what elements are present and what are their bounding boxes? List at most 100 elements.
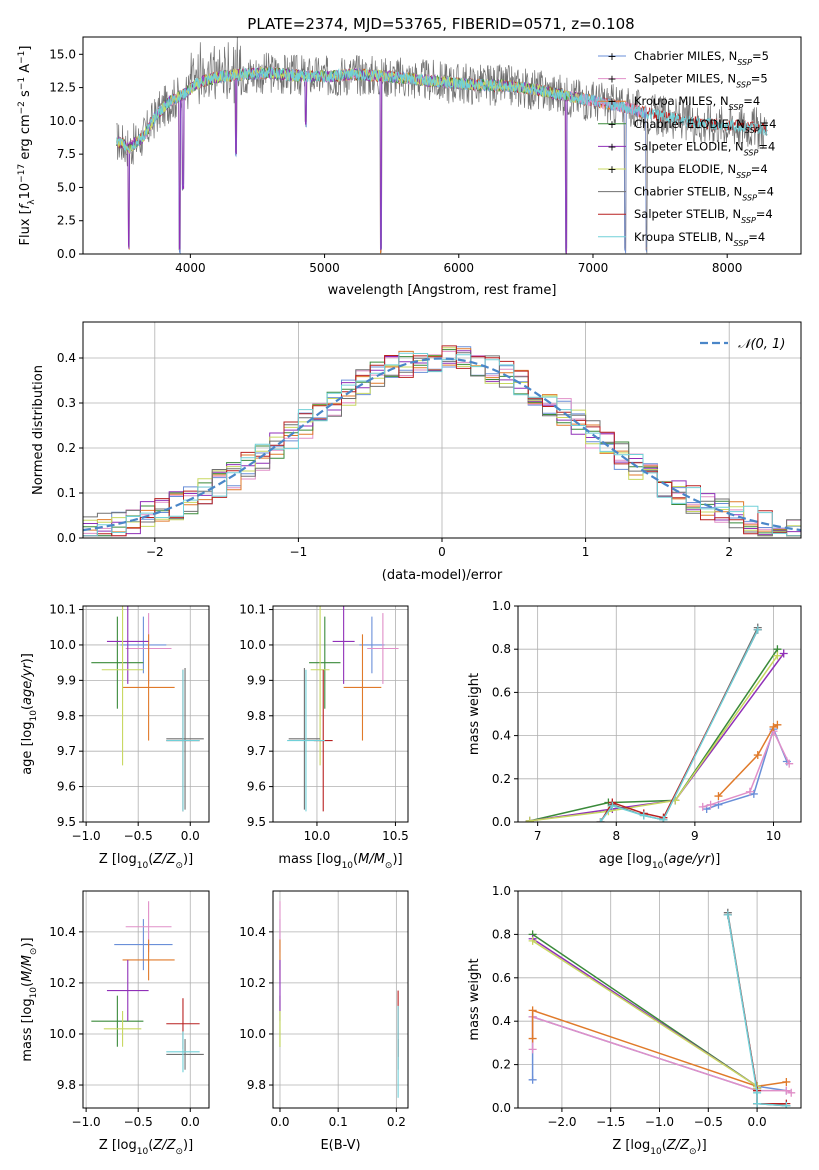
x-axis-label: (data-model)/error <box>382 568 503 583</box>
series-line <box>727 914 787 1107</box>
x-tick-label: 1 <box>582 545 590 559</box>
series-marker <box>745 787 754 796</box>
point-kroupa-miles <box>122 634 175 741</box>
y-tick-label: 0.8 <box>492 927 511 941</box>
series-marker <box>779 649 788 658</box>
plot-area <box>279 901 399 1098</box>
y-tick-label: 9.8 <box>247 709 266 723</box>
x-axis-label: Z [log10(Z/Z⊙)] <box>99 852 193 871</box>
series-marker <box>723 910 732 919</box>
series-kroupa-miles <box>714 720 782 801</box>
x-tick-label: −1.5 <box>596 1115 625 1129</box>
axes-frame <box>272 890 409 1109</box>
legend-entry-kroupa-miles: Kroupa MILES, NSSP=4 <box>634 94 760 112</box>
series-marker <box>782 1077 791 1086</box>
point-chabrier-miles <box>114 919 173 971</box>
series-kroupa-stelib <box>596 625 762 822</box>
point-chabrier-stelib <box>166 667 204 810</box>
panel-mass-weight-vs-age: 7 8 9 10 0.0 0.2 0.4 0.6 0.8 1.0 age [log10(age/yr… <box>467 599 802 871</box>
y-tick-label: 9.9 <box>57 673 76 687</box>
series-kroupa-elodie <box>525 651 782 822</box>
y-tick-label: 0.2 <box>492 772 511 786</box>
plot-area <box>91 901 204 1073</box>
x-tick-label: 0 <box>438 545 446 559</box>
y-tick-label: 0.0 <box>492 1101 511 1115</box>
axes-frame <box>517 605 802 823</box>
y-tick-label: 9.9 <box>247 673 266 687</box>
series-marker <box>528 1034 537 1043</box>
legend-entry-salpeter-miles: Salpeter MILES, NSSP=5 <box>634 72 768 90</box>
x-axis-label: age [log10(age/yr)] <box>599 852 721 871</box>
y-tick-label: 0.0 <box>57 247 76 261</box>
series-marker <box>782 1101 791 1108</box>
histogram-salpeter-stelib <box>83 345 801 537</box>
y-tick-label: 0.4 <box>57 351 76 365</box>
x-tick-label: 10.0 <box>304 829 331 843</box>
series-marker <box>659 815 668 822</box>
x-tick-label: 0.0 <box>748 1115 767 1129</box>
x-tick-label: −2.0 <box>547 1115 576 1129</box>
point-kroupa-stelib <box>166 1031 200 1073</box>
y-axis-label: mass weight <box>467 958 482 1040</box>
x-tick-label: 0.0 <box>270 1115 289 1129</box>
point-salpeter-elodie <box>106 959 149 1022</box>
y-tick-label: 9.5 <box>247 815 266 829</box>
series-line <box>529 648 779 822</box>
panel-mass-vs-ebv: 0.0 0.1 0.2 9.8 10.0 10.2 10.4 E(B-V) <box>239 890 409 1153</box>
legend-entry-salpeter-stelib: Salpeter STELIB, NSSP=4 <box>634 207 773 225</box>
y-tick-label: 0.6 <box>492 971 511 985</box>
point-chabrier-elodie <box>91 995 144 1047</box>
y-tick-label: 1.0 <box>492 599 511 613</box>
legend-entry-kroupa-elodie: Kroupa ELODIE, NSSP=4 <box>634 162 768 180</box>
series-marker <box>753 1099 762 1108</box>
y-tick-label: 9.7 <box>57 744 76 758</box>
x-tick-label: 7 <box>534 829 542 843</box>
series-marker <box>773 720 782 729</box>
point-salpeter-miles <box>367 613 399 684</box>
y-tick-label: 9.5 <box>57 815 76 829</box>
legend-marker: + <box>607 95 616 108</box>
x-tick-label: −1.0 <box>72 829 101 843</box>
point-kroupa-miles <box>122 939 175 981</box>
series-marker <box>706 800 715 809</box>
axes-frame <box>82 36 802 255</box>
y-tick-label: 0.4 <box>492 1014 511 1028</box>
series-marker <box>528 1075 537 1084</box>
series-marker <box>528 1006 537 1015</box>
plot-area <box>287 606 399 812</box>
x-tick-label: −1.0 <box>645 1115 674 1129</box>
panels-group: 4000 5000 6000 7000 80000.02.55.07.510.012.5… <box>17 36 802 1157</box>
panel-age-vs-z: −1.0 −0.5 0.0 9.5 9.6 9.7 9.8 9.9 10.0 10.1 Z [log… <box>20 603 210 871</box>
x-tick-label: 8000 <box>712 261 743 275</box>
y-tick-label: 10.0 <box>49 1027 76 1041</box>
y-tick-label: 10.1 <box>49 603 76 617</box>
y-axis-label: age [log10(age/yr)] <box>20 653 39 775</box>
x-tick-label: −2 <box>146 545 164 559</box>
y-tick-label: 0.0 <box>492 815 511 829</box>
series-kroupa-stelib <box>723 910 791 1108</box>
x-tick-label: 9 <box>691 829 699 843</box>
x-tick-label: −1.0 <box>72 1115 101 1129</box>
y-tick-label: 10.2 <box>239 976 266 990</box>
series-marker <box>753 1088 762 1097</box>
x-tick-label: −0.5 <box>124 1115 153 1129</box>
x-tick-label: 10 <box>766 829 781 843</box>
plot-area <box>116 37 768 254</box>
series-salpeter-miles <box>698 727 794 811</box>
gaussian-curve <box>83 357 801 532</box>
series-marker <box>782 1086 791 1095</box>
x-axis-label: mass [log10(M/M⊙)] <box>278 852 402 871</box>
y-tick-label: 10.4 <box>239 925 266 939</box>
y-tick-label: 10.4 <box>49 925 76 939</box>
series-line <box>531 1009 787 1088</box>
panel-mass-vs-z: −1.0 −0.5 0.0 9.8 10.0 10.2 10.4 Z [log10(Z/Z⊙)… <box>20 890 210 1157</box>
x-tick-label: 0.2 <box>387 1115 406 1129</box>
series-marker <box>608 801 617 810</box>
spectrum-line-chabrier-stelib <box>116 37 768 254</box>
spectrum-legend: + Chabrier MILES, NSSP=5 + Salpeter MILES, … <box>598 49 776 247</box>
axes-frame <box>82 605 210 823</box>
y-axis-label: Flux [fλ10−17 erg cm−2 s−1 A−1] <box>17 46 37 246</box>
series-marker <box>787 1088 796 1097</box>
